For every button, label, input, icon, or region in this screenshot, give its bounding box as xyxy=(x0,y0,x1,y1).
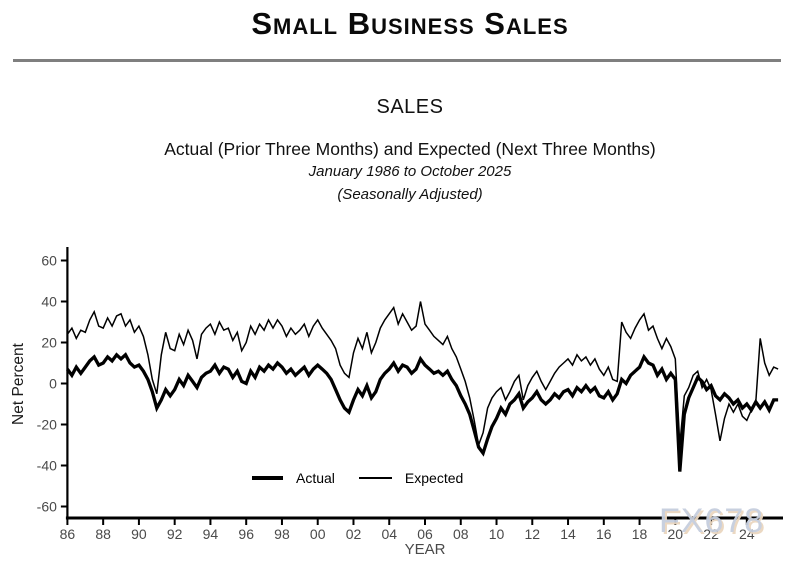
x-tick-label: 88 xyxy=(95,526,111,542)
chart-subtitle: Actual (Prior Three Months) and Expected… xyxy=(164,139,656,159)
x-tick-label: 16 xyxy=(596,526,612,542)
y-tick-label: 20 xyxy=(41,335,57,351)
x-tick-label: 00 xyxy=(310,526,326,542)
y-tick-label: 40 xyxy=(41,294,57,310)
x-tick-label: 06 xyxy=(417,526,433,542)
x-tick-label: 02 xyxy=(346,526,362,542)
header-divider xyxy=(13,59,781,62)
y-tick-label: -40 xyxy=(37,458,57,474)
series-expected xyxy=(66,301,779,448)
y-tick-label: 60 xyxy=(41,253,57,269)
legend-line-expected-sample xyxy=(358,477,392,479)
page-title: Small Business Sales xyxy=(251,6,569,41)
legend: Actual Expected xyxy=(252,470,487,486)
x-axis-title: YEAR xyxy=(404,541,446,558)
x-tick-label: 18 xyxy=(632,526,648,542)
legend-label-actual: Actual xyxy=(296,470,335,486)
y-tick-label: 0 xyxy=(49,376,57,392)
x-tick-label: 10 xyxy=(489,526,505,542)
chart-adjustment-note: (Seasonally Adjusted) xyxy=(337,186,483,203)
x-tick-label: 22 xyxy=(703,526,719,542)
x-tick-label: 08 xyxy=(453,526,469,542)
x-tick-label: 20 xyxy=(668,526,684,542)
x-tick-label: 86 xyxy=(60,526,76,542)
x-tick-label: 94 xyxy=(203,526,219,542)
legend-label-expected: Expected xyxy=(404,470,464,486)
chart-title: SALES xyxy=(376,96,444,118)
x-tick-label: 12 xyxy=(524,526,540,542)
y-tick-label: -20 xyxy=(37,417,57,433)
series-actual xyxy=(66,352,779,472)
watermark: FX678 xyxy=(659,502,765,540)
x-tick-label: 14 xyxy=(560,526,576,542)
x-tick-label: 90 xyxy=(131,526,147,542)
x-tick-label: 04 xyxy=(381,526,397,542)
y-tick-label: -60 xyxy=(37,499,57,515)
x-tick-label: 96 xyxy=(238,526,254,542)
x-tick-label: 98 xyxy=(274,526,290,542)
y-axis-title: Net Percent xyxy=(10,343,27,425)
chart-date-range: January 1986 to October 2025 xyxy=(308,163,512,180)
x-tick-label: 24 xyxy=(739,526,755,542)
legend-line-actual-sample xyxy=(252,476,283,480)
x-tick-label: 92 xyxy=(167,526,183,542)
